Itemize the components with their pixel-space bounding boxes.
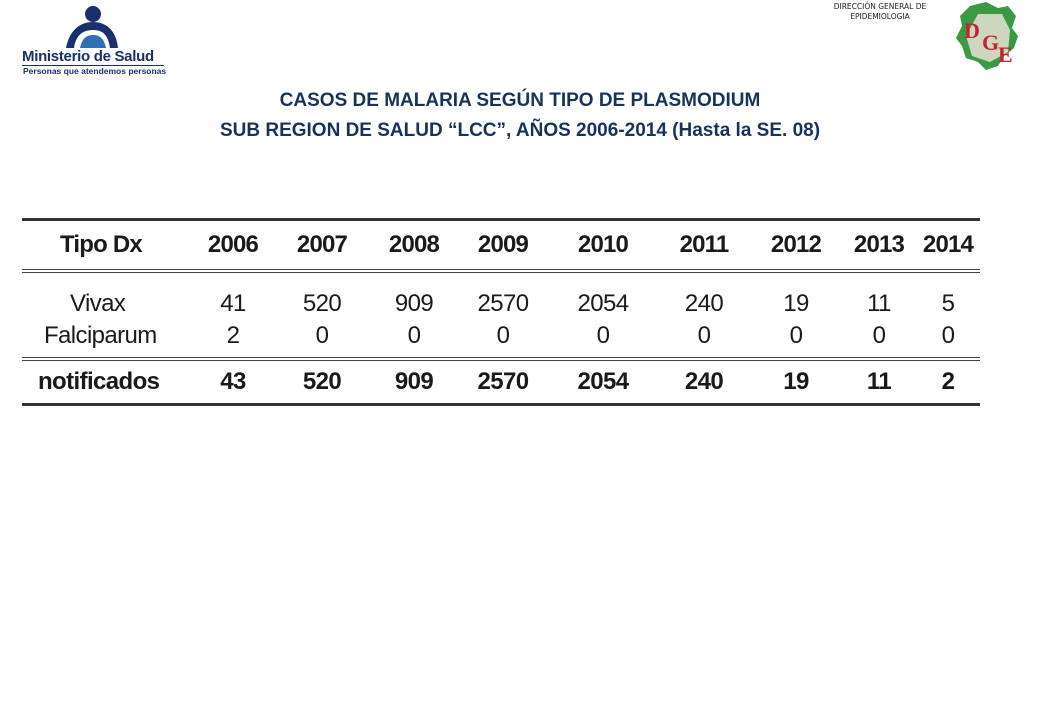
ministry-tagline: Personas que atendemos personas — [23, 66, 167, 76]
table-row: Vivax 41 520 909 2570 2054 240 19 11 5 — [22, 271, 980, 319]
table-header-row: Tipo Dx 2006 2007 2008 2009 2010 2011 20… — [22, 221, 980, 273]
table-cell: 0 — [941, 322, 955, 349]
row-label: notificados — [22, 357, 192, 406]
malaria-cases-table: Tipo Dx 2006 2007 2008 2009 2010 2011 20… — [22, 218, 980, 406]
column-header: 2010 — [548, 221, 658, 273]
column-header: 2007 — [274, 221, 370, 273]
column-header: 2014 — [916, 221, 980, 273]
table-cell: 11 — [842, 357, 916, 406]
dge-logo: D G E — [956, 2, 1018, 70]
table-cell: 240 — [684, 290, 724, 317]
row-label: Vivax — [70, 290, 126, 317]
column-header: 2008 — [370, 221, 458, 273]
table-cell: 19 — [783, 290, 809, 317]
title-line-1: CASOS DE MALARIA SEGÚN TIPO DE PLASMODIU… — [279, 90, 761, 111]
table-cell: 41 — [220, 290, 246, 317]
table-cell: 909 — [394, 290, 434, 317]
table-cell: 240 — [658, 357, 750, 406]
ministry-logo: Ministerio de Salud Personas que atendem… — [22, 4, 172, 76]
table-row-total: notificados 43 520 909 2570 2054 240 19 … — [22, 357, 980, 406]
column-header: 2009 — [458, 221, 548, 273]
table-cell: 0 — [789, 322, 803, 349]
dge-letter-g: G — [982, 30, 999, 55]
dge-letter-e: E — [998, 42, 1013, 67]
table-cell: 2570 — [477, 290, 530, 317]
table-cell: 0 — [315, 322, 329, 349]
column-header: 2012 — [750, 221, 842, 273]
table-cell: 2 — [226, 322, 240, 349]
ministry-rule — [22, 65, 164, 66]
dge-caption-line1: DIRECCIÓN GENERAL DE — [833, 2, 927, 11]
table-cell: 2 — [916, 357, 980, 406]
table-cell: 2570 — [458, 357, 548, 406]
table-cell: 2054 — [577, 290, 630, 317]
table-cell: 0 — [596, 322, 610, 349]
table-cell: 520 — [274, 357, 370, 406]
dge-letter-d: D — [964, 18, 980, 43]
table-cell: 0 — [697, 322, 711, 349]
ministry-name: Ministerio de Salud — [22, 48, 154, 65]
table-cell: 520 — [302, 290, 342, 317]
table-cell: 909 — [370, 357, 458, 406]
column-header: 2011 — [658, 221, 750, 273]
table-cell: 5 — [941, 290, 955, 317]
table-cell: 2054 — [548, 357, 658, 406]
ministry-emblem-icon — [66, 6, 118, 48]
dge-caption: DIRECCIÓN GENERAL DE EPIDEMIOLOGIA — [810, 2, 950, 22]
table-cell: 11 — [867, 290, 891, 317]
table-cell: 0 — [496, 322, 510, 349]
column-header: Tipo Dx — [22, 221, 192, 273]
column-header: 2006 — [192, 221, 274, 273]
table-cell: 43 — [192, 357, 274, 406]
table-cell: 0 — [407, 322, 421, 349]
table-cell: 19 — [750, 357, 842, 406]
title-line-2: SUB REGION DE SALUD “LCC”, AÑOS 2006-201… — [219, 120, 821, 141]
dge-caption-line2: EPIDEMIOLOGIA — [850, 12, 910, 21]
column-header: 2013 — [842, 221, 916, 273]
table-row: Falciparum 2 0 0 0 0 0 0 0 0 — [22, 319, 980, 359]
table-cell: 0 — [872, 322, 886, 349]
row-label: Falciparum — [44, 322, 157, 349]
